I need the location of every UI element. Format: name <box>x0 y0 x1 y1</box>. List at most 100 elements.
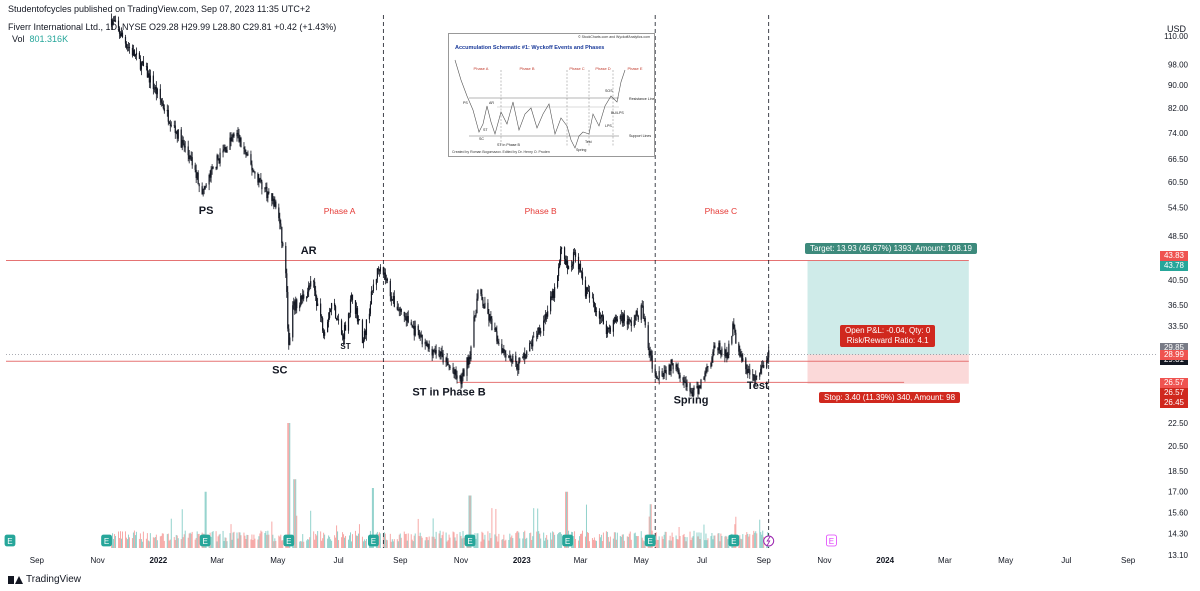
candle-body <box>229 137 231 150</box>
candle-body <box>310 281 312 287</box>
y-axis[interactable]: 110.00 98.00 90.00 82.00 74.00 66.50 60.50 54.5… <box>1164 32 1188 560</box>
candle-body <box>208 174 210 185</box>
inset-event-label: SOS <box>605 89 613 93</box>
candle-body <box>529 342 531 352</box>
volume-bar <box>196 531 198 548</box>
candle-body <box>279 218 281 224</box>
horizontal-lines[interactable] <box>6 260 1157 383</box>
phase-dividers[interactable] <box>382 15 770 548</box>
volume-bar <box>197 533 199 548</box>
candle-body <box>523 353 525 358</box>
volume-bar <box>554 534 556 548</box>
candle-body <box>689 383 691 392</box>
candle-body <box>201 186 203 195</box>
stop-zone[interactable] <box>807 354 969 384</box>
candle-body <box>732 323 734 337</box>
volume-bar <box>161 533 163 548</box>
volume-bar <box>602 532 604 548</box>
candle-body <box>421 334 423 345</box>
candle-body <box>258 178 260 183</box>
volume-bar <box>267 530 269 548</box>
volume-bar <box>628 533 630 548</box>
volume-bar <box>487 531 489 548</box>
volume-bar <box>481 531 483 548</box>
volume-bar <box>591 538 593 548</box>
symbol-legend[interactable]: Fiverr International Ltd., 1D, NYSE O29.… <box>8 22 337 32</box>
earnings-icon[interactable]: E <box>199 534 211 547</box>
x-axis[interactable]: Sep Nov 2022 Mar May Jul Sep Nov 2023 Mar May Jul Se… <box>30 556 1136 565</box>
candle-body <box>598 311 601 319</box>
x-tick-label: Sep <box>1121 556 1136 565</box>
candle-body <box>684 381 686 383</box>
candle-body <box>375 279 377 285</box>
candle-body <box>742 358 744 361</box>
candle-body <box>438 349 440 357</box>
earnings-icon[interactable]: E <box>644 534 656 547</box>
publisher-line: Studentofcycles published on TradingView… <box>8 4 311 14</box>
candle-body <box>491 318 493 330</box>
volume-bar <box>251 534 253 548</box>
candle-body <box>236 132 238 137</box>
earnings-icon[interactable]: E <box>283 534 295 547</box>
volume-bar <box>397 541 399 548</box>
volume-bar <box>431 536 433 548</box>
candle-body <box>738 343 740 352</box>
volume-bar <box>546 535 548 548</box>
candle-body <box>124 36 127 44</box>
candle-body <box>418 330 420 338</box>
candle-body <box>746 369 748 374</box>
volume-bar <box>139 533 141 548</box>
candle-body <box>407 316 409 323</box>
candle-body <box>216 155 218 169</box>
candle-body <box>767 357 769 361</box>
volume-bar <box>389 533 391 548</box>
candle-body <box>349 299 352 313</box>
currency-label[interactable]: USD <box>1166 24 1186 34</box>
volume-bar <box>154 536 156 548</box>
target-label[interactable]: Target: 13.93 (46.67%) 1393, Amount: 108… <box>805 243 977 254</box>
candle-body <box>323 330 325 336</box>
volume-bar <box>254 538 256 548</box>
volume-bar <box>140 539 142 548</box>
candle-body <box>292 305 294 338</box>
candle-body <box>121 32 124 37</box>
position-zones[interactable] <box>807 260 969 384</box>
earnings-badge <box>464 534 476 547</box>
pnl-label[interactable]: Open P&L: -0.04, Qty: 0 Risk/Reward Rati… <box>840 325 936 347</box>
candle-body <box>487 302 489 314</box>
earnings-icon[interactable]: E <box>4 534 16 547</box>
volume-bar <box>434 538 436 548</box>
earnings-icon[interactable]: E <box>464 534 476 547</box>
candle-body <box>739 351 741 357</box>
candle-body <box>414 325 416 336</box>
inset-event-label: ST <box>483 128 488 132</box>
candle-body <box>155 87 157 95</box>
stop-label[interactable]: Stop: 3.40 (11.39%) 340, Amount: 98 <box>819 392 961 403</box>
candle-body <box>426 342 428 347</box>
candle-body <box>302 294 304 300</box>
volume-bar <box>759 519 761 548</box>
earnings-icon[interactable]: E <box>562 534 573 547</box>
volume-bar <box>697 536 699 548</box>
candle-body <box>577 256 580 270</box>
candle-body <box>313 281 315 282</box>
candle-body <box>628 319 630 320</box>
earnings-icon[interactable]: E <box>826 534 837 547</box>
volume-bar <box>372 488 374 548</box>
tradingview-brand[interactable]: TradingView <box>8 574 81 585</box>
volume-legend[interactable]: Vol 801.316K <box>12 34 68 44</box>
candle-body <box>285 245 287 274</box>
earnings-icon[interactable]: E <box>368 534 379 547</box>
volume-bar <box>417 518 419 548</box>
volume-bar <box>449 537 451 548</box>
candle-body <box>503 349 505 351</box>
y-tick-label: 48.50 <box>1168 232 1189 241</box>
y-tick-label: 66.50 <box>1168 155 1189 164</box>
volume-bar <box>233 531 235 548</box>
candle-body <box>132 50 135 56</box>
earnings-icon[interactable]: E <box>101 534 112 547</box>
earnings-icon[interactable]: E <box>728 534 740 547</box>
candle-body <box>545 313 547 320</box>
